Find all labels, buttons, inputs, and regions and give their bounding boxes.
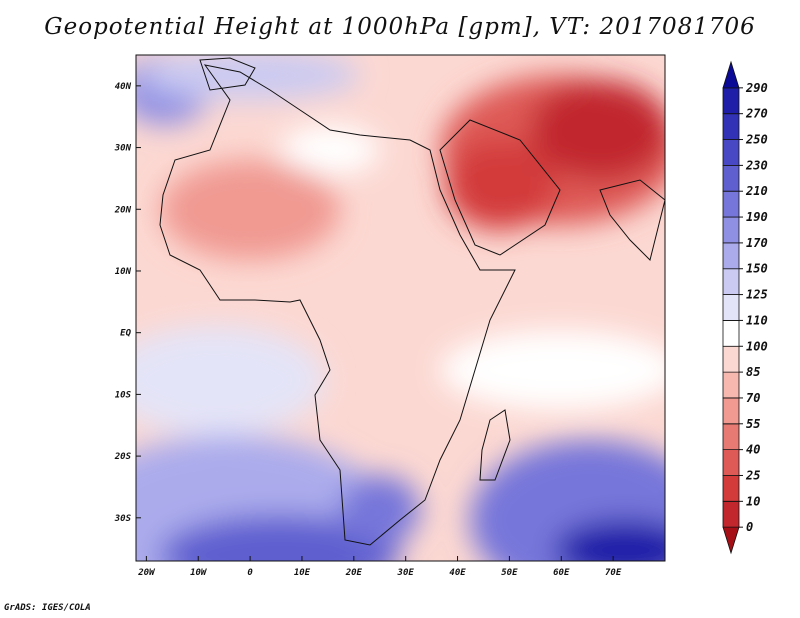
colorbar-segment [722, 216, 740, 244]
y-tick-label: 20N [114, 205, 132, 215]
arabia-coastline [439, 119, 561, 256]
colorbar-segment [722, 423, 740, 451]
colorbar-label: 170 [746, 236, 768, 250]
y-tick-label: 30S [114, 514, 132, 524]
colorbar-label: 190 [746, 210, 768, 224]
field-sahel [160, 160, 340, 260]
colorbar-label: 210 [745, 184, 768, 198]
x-tick-label: 70E [605, 568, 622, 578]
madagascar-coastline [479, 409, 511, 481]
colorbar-segment [722, 397, 740, 425]
y-tick-label: 20S [114, 452, 132, 462]
x-tick-label: 10W [190, 568, 208, 578]
colorbar-label: 270 [745, 107, 768, 121]
colorbar-label: 250 [745, 133, 768, 147]
colorbar-segment [722, 190, 740, 218]
colorbar-segment [722, 60, 740, 89]
iberia-coastline [199, 57, 256, 91]
x-tick-label: 50E [501, 568, 518, 578]
colorbar-label: 230 [745, 158, 768, 172]
x-tick-label: 40E [449, 568, 466, 578]
colorbar-label: 150 [746, 262, 768, 276]
field-indian-ocean-white [440, 330, 665, 410]
colorbar-segment [722, 320, 740, 347]
colorbar-segment [722, 449, 740, 476]
colorbar-segment [722, 139, 740, 166]
colorbar-segment [722, 87, 740, 115]
field-iran [530, 80, 665, 180]
colorbar-label: 290 [745, 81, 768, 95]
chart-title: Geopotential Height at 1000hPa [gpm], VT… [44, 14, 756, 40]
y-axis: 40N 30N 20N 10N EQ 10S 20S 30S [114, 82, 141, 524]
colorbar-label: 25 [745, 468, 760, 482]
colorbar-label: 125 [746, 288, 768, 302]
colorbar-label: 40 [746, 443, 760, 457]
colorbar-label: 85 [746, 365, 760, 379]
field-europe [140, 55, 360, 100]
plot-frame [135, 54, 666, 562]
field-atlantic-equatorial [136, 325, 325, 435]
colorbar-label: 10 [746, 494, 760, 508]
colorbar-segment [722, 164, 740, 192]
x-tick-label: 20W [137, 568, 156, 578]
colorbar-segment [722, 526, 740, 555]
field-south-atlantic-inner [160, 515, 400, 561]
colorbar: 0 10 25 40 55 70 85 100 110 125 150 170 190 210 230 250… [722, 60, 768, 555]
height-field [136, 55, 665, 561]
coastlines [159, 57, 665, 546]
colorbar-segment [722, 500, 740, 528]
colorbar-label: 70 [746, 391, 760, 405]
colorbar-segment [722, 113, 740, 140]
field-arabia-inner [445, 140, 555, 230]
colorbar-label: 0 [746, 520, 753, 534]
colorbar-segment [722, 371, 740, 399]
y-tick-label: EQ [120, 329, 131, 339]
x-axis: 20W 10W 0 10E 20E 30E 40E 50E 60E 70E [137, 556, 622, 578]
x-tick-label: 30E [397, 568, 415, 578]
x-tick-label: 0 [247, 568, 253, 578]
colorbar-segment [722, 345, 740, 373]
field-indian-south-inner [555, 520, 665, 561]
grads-credit: GrADS: IGES/COLA [4, 603, 91, 613]
field-south-africa-east [340, 475, 420, 545]
x-tick-label: 10E [294, 568, 311, 578]
y-tick-label: 30N [114, 144, 132, 154]
colorbar-label: 100 [746, 339, 768, 353]
africa-coastline [159, 64, 516, 546]
colorbar-segment [722, 268, 740, 295]
colorbar-label: 110 [746, 313, 768, 327]
x-tick-label: 60E [553, 568, 570, 578]
colorbar-segment [722, 475, 740, 502]
colorbar-segment [722, 294, 740, 321]
colorbar-label: 55 [746, 417, 760, 431]
x-tick-label: 20E [345, 568, 363, 578]
y-tick-label: 10N [115, 267, 132, 277]
india-coastline [599, 179, 665, 261]
colorbar-segment [722, 242, 740, 270]
y-tick-label: 40N [115, 82, 132, 92]
field-libya-white [280, 125, 380, 175]
y-tick-label: 10S [115, 390, 132, 400]
